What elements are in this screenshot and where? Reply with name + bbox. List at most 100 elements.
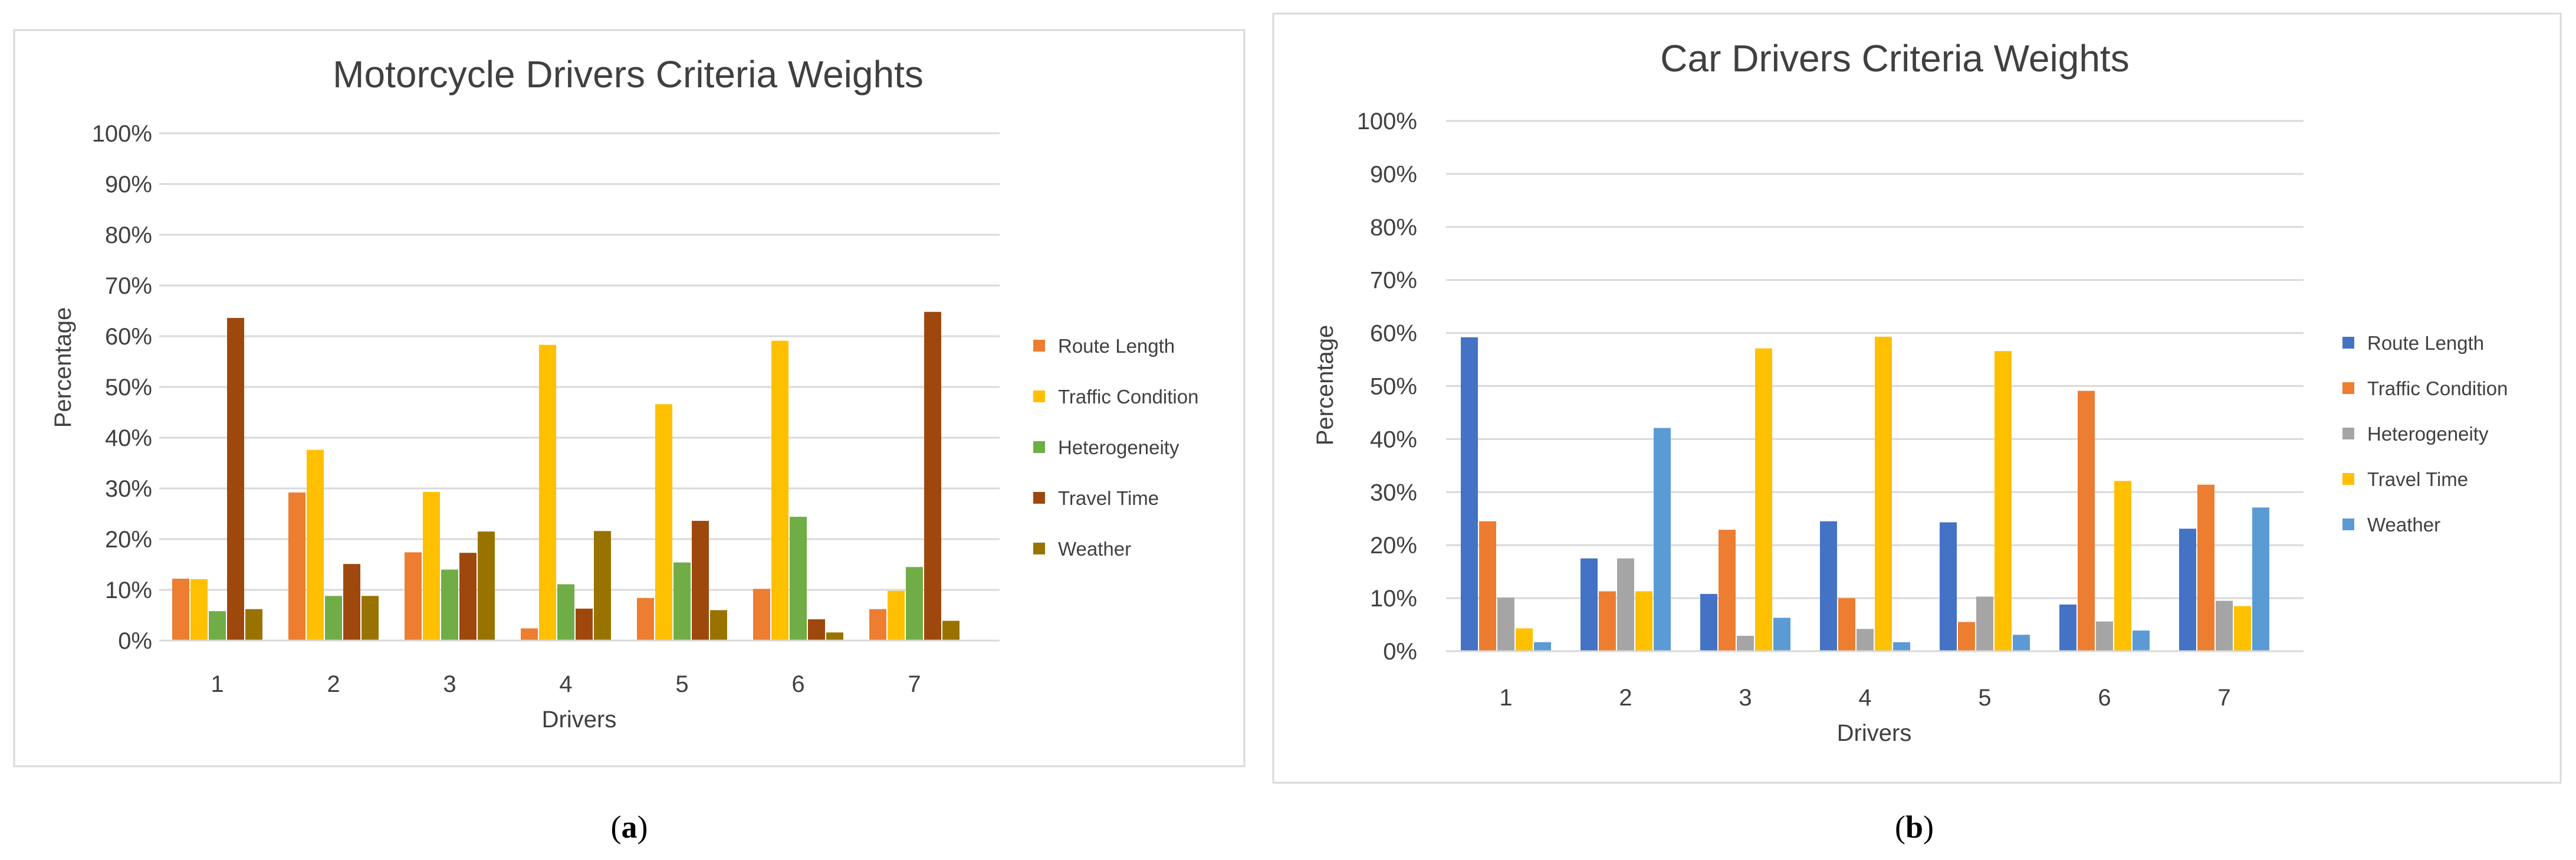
chart-b-bar — [1700, 593, 1717, 651]
chart-b-bar — [2013, 635, 2030, 651]
chart-b-x-tick-label: 2 — [1619, 685, 1632, 711]
chart-b-bar — [1755, 348, 1772, 651]
chart-b-bar — [1773, 618, 1790, 651]
chart-a-legend-label: Weather — [1058, 538, 1131, 560]
chart-b-legend-label: Heterogeneity — [2367, 423, 2489, 445]
chart-b-legend-label: Traffic Condition — [2367, 378, 2508, 399]
chart-b-frame — [1272, 12, 2562, 784]
chart-a-bar — [771, 340, 788, 641]
chart-a-bar — [710, 610, 727, 641]
chart-a-x-tick-label: 2 — [327, 671, 340, 697]
chart-b-y-tick-label: 10% — [1370, 586, 1417, 612]
chart-a-bar — [478, 531, 495, 641]
chart-a-bar — [924, 311, 941, 641]
chart-b-bar — [2078, 390, 2095, 651]
chart-a-bar — [637, 598, 654, 641]
chart-b-y-tick-label: 60% — [1370, 321, 1417, 347]
chart-b-legend-label: Weather — [2367, 514, 2440, 536]
chart-a-bar — [888, 590, 905, 641]
chart-a-bars — [172, 311, 960, 641]
chart-b-legend-label: Route Length — [2367, 332, 2484, 354]
chart-b-bars — [1461, 336, 2269, 651]
chart-b-bar — [1461, 337, 1478, 651]
chart-b-bar — [1516, 628, 1533, 651]
chart-b-bar — [1581, 558, 1598, 651]
chart-a-bar — [692, 521, 709, 641]
chart-a-bar — [459, 553, 477, 641]
chart-a-bar — [906, 567, 923, 641]
chart-a-bar — [576, 608, 593, 641]
chart-b-x-tick-label: 6 — [2098, 685, 2111, 711]
chart-b-bar — [2179, 529, 2196, 651]
chart-b-panel-label: (b) — [1895, 809, 1934, 845]
chart-b-bar — [2096, 621, 2113, 651]
chart-a-bar — [227, 318, 244, 641]
chart-a-bar — [655, 404, 672, 641]
chart-a-x-tick-labels: 1 2 3 4 5 6 7 — [211, 671, 921, 697]
chart-b-bar — [1838, 598, 1855, 651]
chart-b-bar — [1497, 598, 1514, 651]
chart-a-bar — [362, 596, 379, 641]
chart-a-bar — [325, 596, 342, 641]
chart-b-legend-swatch — [2342, 337, 2354, 349]
chart-b-legend-label: Travel Time — [2367, 468, 2468, 490]
chart-b-x-tick-label: 4 — [1858, 685, 1871, 711]
chart-a-legend-swatch — [1033, 492, 1045, 504]
chart-a-bar — [190, 579, 208, 641]
chart-b-legend-swatch — [2342, 428, 2354, 439]
chart-b-bar — [1635, 591, 1652, 651]
chart-a-panel-label-close: ) — [638, 809, 648, 845]
chart-a-y-tick-label: 0% — [118, 628, 152, 654]
chart-a-bar — [753, 589, 770, 641]
chart-a-panel-label: (a) — [611, 809, 648, 845]
chart-b-y-tick-label: 70% — [1370, 268, 1417, 294]
chart-a-y-tick-labels: 0% 10% 20% 30% 40% 50% 60% 70% 80% 90% 100% — [92, 121, 152, 654]
chart-b-bar — [2197, 484, 2214, 651]
chart-b-bar — [1719, 530, 1736, 651]
chart-b-x-tick-label: 7 — [2217, 685, 2230, 711]
chart-b-bar — [2216, 600, 2233, 651]
chart-a-x-tick-label: 3 — [443, 671, 456, 697]
chart-a-legend-label: Route Length — [1058, 335, 1175, 357]
chart-b-x-tick-labels: 1 2 3 4 5 6 7 — [1499, 685, 2230, 711]
chart-a-y-tick-label: 20% — [105, 527, 152, 553]
chart-b-bar — [1617, 558, 1634, 651]
chart-b-bar — [1479, 521, 1496, 651]
chart-a-bar — [942, 621, 960, 641]
chart-b-y-tick-label: 40% — [1370, 426, 1417, 452]
chart-b-panel-letter: b — [1905, 809, 1923, 845]
chart-b-y-tick-label: 30% — [1370, 480, 1417, 506]
chart-b-bar — [2114, 481, 2131, 651]
chart-b-xlabel: Drivers — [1837, 720, 1912, 746]
chart-a-bar — [539, 344, 556, 641]
chart-a-bar — [172, 579, 189, 641]
chart-panel-a: Motorcycle Drivers Criteria Weights 0%10… — [13, 29, 1246, 845]
chart-b-y-tick-label: 80% — [1370, 215, 1417, 241]
chart-a-legend-swatch — [1033, 340, 1045, 352]
chart-b-legend-swatch — [2342, 382, 2354, 394]
chart-a-x-tick-label: 6 — [791, 671, 804, 697]
chart-b-panel-label-open: ( — [1895, 809, 1905, 845]
chart-b-bar — [1820, 521, 1837, 651]
chart-b-y-tick-labels: 0% 10% 20% 30% 40% 50% 60% 70% 80% 90% 100% — [1357, 109, 1417, 665]
chart-a-y-tick-label: 90% — [105, 172, 152, 198]
chart-b-bar — [1857, 629, 1874, 651]
chart-a-y-tick-label: 30% — [105, 476, 152, 502]
chart-a-y-tick-label: 80% — [105, 222, 152, 248]
chart-a-y-tick-label: 40% — [105, 425, 152, 451]
chart-a-legend-label: Traffic Condition — [1058, 386, 1198, 408]
chart-a-bar — [557, 584, 574, 641]
chart-a-legend-label: Heterogeneity — [1058, 436, 1179, 458]
chart-a-bar — [209, 611, 226, 641]
chart-a-y-tick-label: 100% — [92, 121, 152, 147]
chart-a-x-tick-label: 7 — [908, 671, 921, 697]
chart-b-bar — [2133, 630, 2150, 651]
chart-a-bar — [343, 564, 360, 641]
chart-a-y-tick-label: 10% — [105, 577, 152, 603]
chart-b-legend-swatch — [2342, 473, 2354, 485]
chart-b-panel-label-close: ) — [1923, 809, 1934, 845]
chart-a-x-tick-label: 4 — [559, 671, 572, 697]
chart-b-y-tick-label: 20% — [1370, 533, 1417, 559]
chart-b-bar — [1893, 642, 1910, 651]
